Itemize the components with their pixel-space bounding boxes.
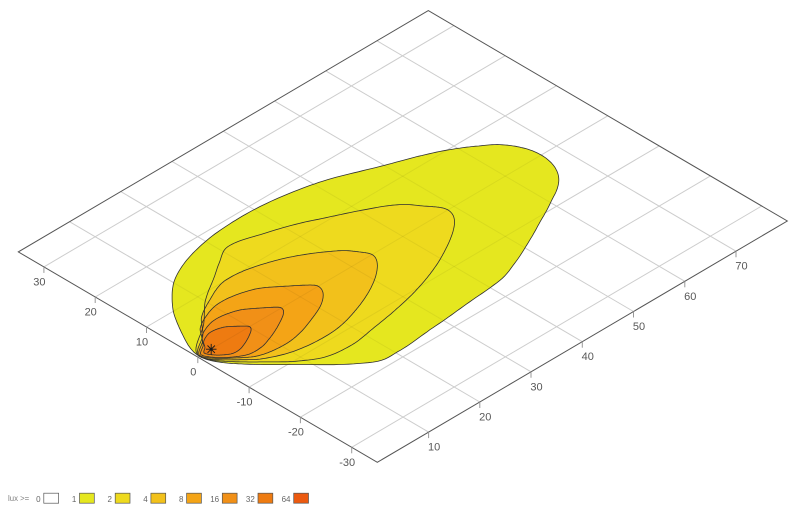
svg-text:20: 20 (479, 412, 491, 424)
svg-text:10: 10 (428, 442, 440, 454)
svg-text:64: 64 (282, 495, 291, 504)
svg-text:-20: -20 (288, 427, 304, 439)
svg-text:70: 70 (735, 261, 747, 273)
svg-text:-10: -10 (237, 397, 253, 409)
svg-text:32: 32 (246, 495, 255, 504)
svg-text:20: 20 (85, 307, 97, 319)
svg-text:0: 0 (36, 495, 41, 504)
svg-text:30: 30 (33, 276, 45, 288)
svg-text:16: 16 (210, 495, 219, 504)
svg-text:8: 8 (179, 495, 184, 504)
svg-text:40: 40 (582, 351, 594, 363)
svg-text:0: 0 (190, 367, 196, 379)
svg-text:-30: -30 (339, 457, 355, 469)
svg-text:60: 60 (684, 291, 696, 303)
svg-text:50: 50 (633, 321, 645, 333)
svg-text:4: 4 (143, 495, 148, 504)
svg-text:30: 30 (530, 381, 542, 393)
svg-text:lux >=: lux >= (8, 494, 30, 503)
svg-text:1: 1 (72, 495, 77, 504)
svg-text:2: 2 (108, 495, 113, 504)
svg-text:10: 10 (136, 337, 148, 349)
